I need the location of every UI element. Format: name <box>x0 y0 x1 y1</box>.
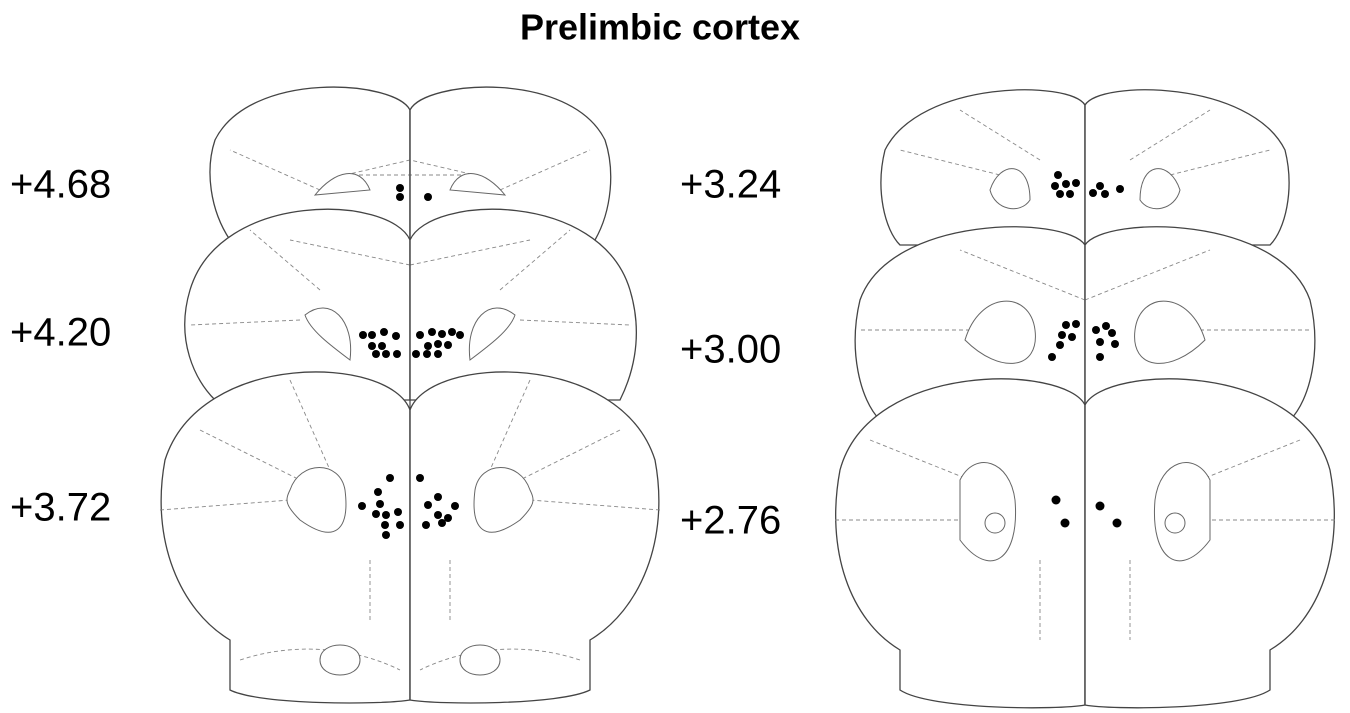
figure: Prelimbic cortex <box>0 0 1350 713</box>
section-label: +4.68 <box>10 163 111 207</box>
section-label: +3.24 <box>680 163 781 207</box>
section-label: +3.00 <box>680 328 781 372</box>
title: Prelimbic cortex <box>520 7 800 48</box>
section-label: +3.72 <box>10 486 111 530</box>
section-label: +4.20 <box>10 311 111 355</box>
section-label: +2.76 <box>680 499 781 543</box>
